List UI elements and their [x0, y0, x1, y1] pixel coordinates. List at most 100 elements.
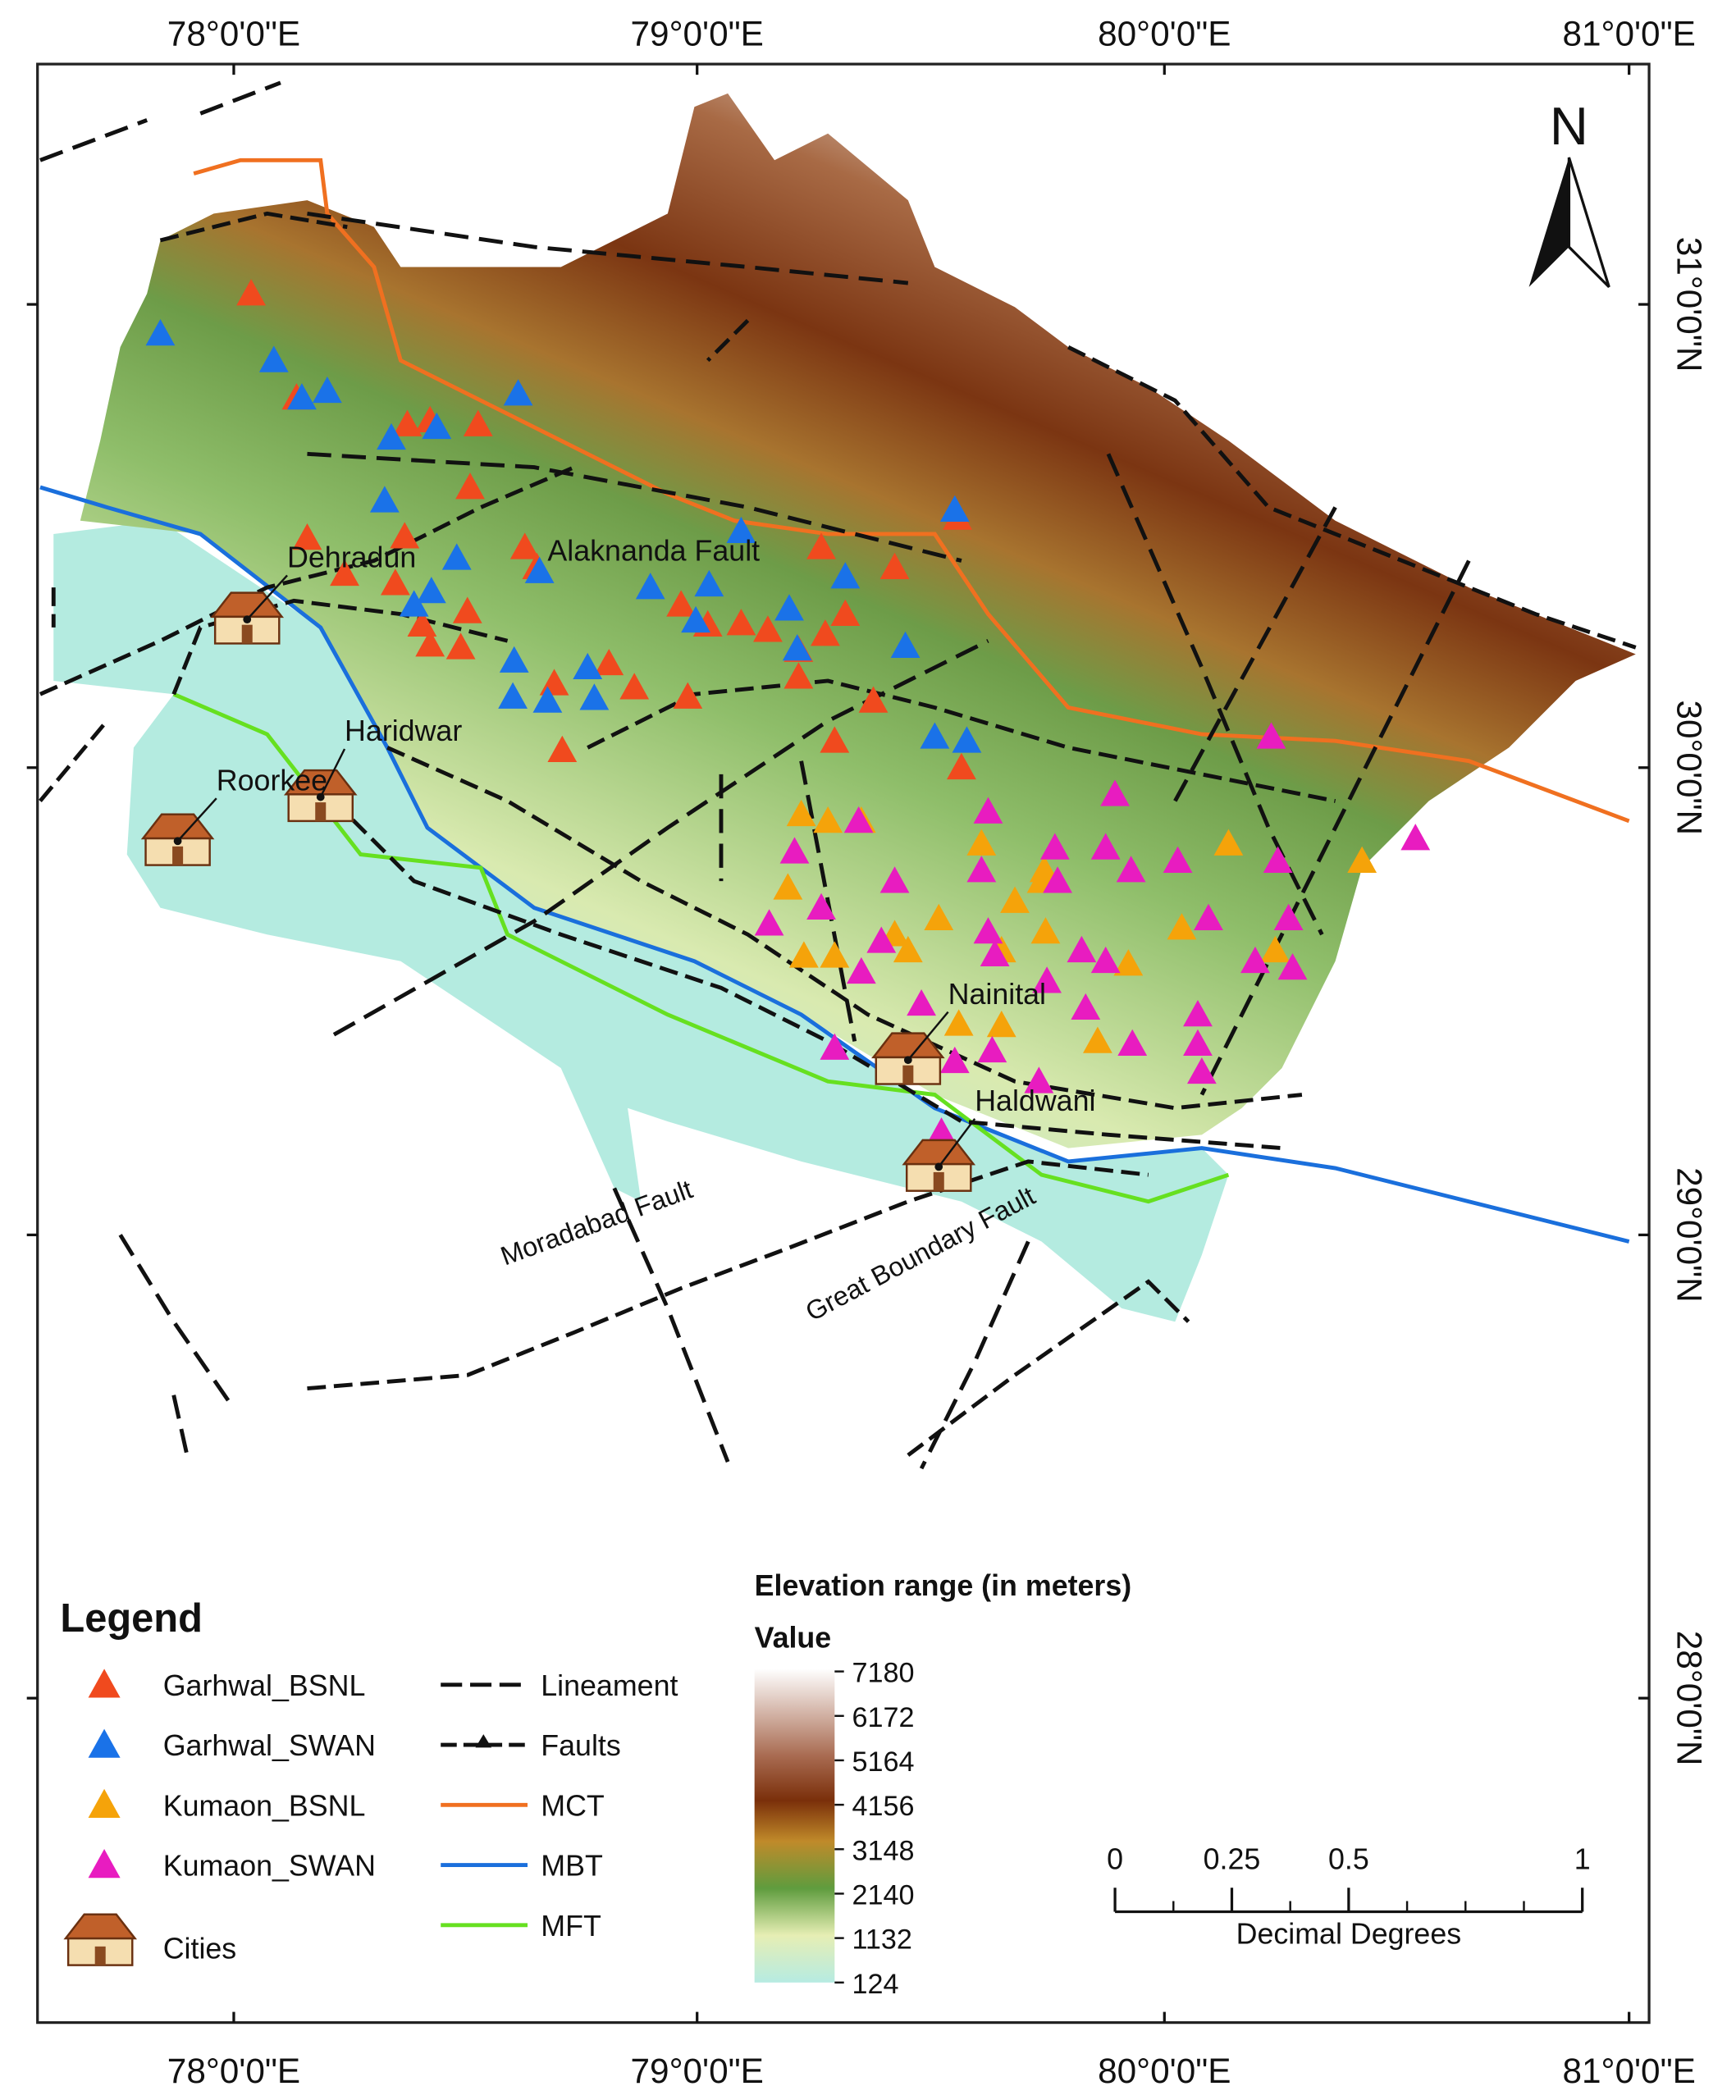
house-door [933, 1171, 944, 1191]
station [1071, 993, 1101, 1020]
mct-line [193, 158, 1630, 824]
station [1039, 833, 1070, 860]
city-label: Roorkee [217, 764, 327, 797]
bottom-label: 79°0'0"E [631, 2052, 764, 2090]
station [806, 892, 836, 920]
station [1117, 1029, 1148, 1056]
legend-line-item: MFT [541, 1910, 601, 1942]
elevation-tick-label: 124 [852, 1969, 898, 2000]
station [330, 559, 359, 587]
right-label: 28°0'0"N [1670, 1631, 1708, 1766]
station [619, 673, 650, 700]
station [820, 726, 850, 753]
station [1240, 946, 1270, 974]
city-label: Haldwani [975, 1084, 1095, 1117]
legend-title: Legend [60, 1596, 203, 1641]
terrain [80, 93, 1636, 1148]
mbt-line [39, 485, 1630, 1244]
legend-city-icon [63, 1913, 138, 1966]
plains [53, 520, 1229, 1322]
station [509, 532, 540, 559]
station [1347, 846, 1377, 874]
station [681, 605, 710, 633]
station [779, 837, 810, 864]
city-label: Nainital [948, 978, 1046, 1011]
station [445, 632, 476, 660]
station [753, 615, 783, 642]
station [88, 1669, 121, 1698]
scale-label: 1 [1574, 1842, 1591, 1875]
bottom-label: 80°0'0"E [1098, 2052, 1231, 2090]
north-arrow-right [1567, 157, 1610, 289]
right-label: 31°0'0"N [1670, 237, 1708, 372]
elevation-tick-label: 1132 [852, 1924, 911, 1956]
stations [145, 279, 1431, 1144]
north-label: N [1550, 96, 1588, 156]
station [783, 662, 814, 689]
station [879, 552, 910, 579]
station [1032, 966, 1062, 993]
station [666, 590, 697, 617]
station [1194, 903, 1223, 931]
station [407, 609, 437, 637]
station [1260, 935, 1291, 963]
city-label: Dehradun [287, 541, 416, 574]
station [890, 631, 921, 659]
legend-line-item: Faults [541, 1729, 620, 1762]
station [1116, 856, 1146, 883]
station [422, 412, 452, 440]
station [1213, 829, 1244, 856]
station [399, 590, 429, 617]
scale-label: 0.25 [1204, 1842, 1261, 1875]
city-dot [934, 1162, 943, 1171]
station [441, 543, 472, 570]
scale-label: 0.5 [1328, 1842, 1369, 1875]
city-leader [938, 1118, 976, 1168]
station [806, 532, 836, 559]
station [1186, 1057, 1217, 1084]
station [392, 409, 423, 436]
station [673, 682, 703, 709]
right-label: 29°0'0"N [1670, 1167, 1708, 1303]
elevation-label: Value [755, 1621, 832, 1654]
elevation-title: Elevation range (in meters) [755, 1569, 1132, 1602]
station [1090, 833, 1121, 860]
station [773, 873, 803, 900]
station [813, 806, 843, 833]
station [532, 686, 563, 713]
station [1183, 999, 1213, 1027]
station [1000, 886, 1030, 913]
station [830, 562, 861, 589]
legend-line-item: Lineament [541, 1669, 678, 1702]
elevation-tick-label: 3148 [852, 1835, 914, 1866]
legend-item: Garhwal_BSNL [163, 1669, 366, 1702]
station [1273, 903, 1304, 931]
station [830, 599, 861, 626]
city-dot [173, 837, 182, 846]
elevation-tick-label: 2140 [852, 1879, 914, 1911]
station [579, 683, 610, 710]
city-label: Haridwar [345, 714, 462, 747]
station [88, 1849, 121, 1879]
right-label: 30°0'0"N [1670, 700, 1708, 835]
elevation-tick-label: 4156 [852, 1791, 914, 1822]
station [1163, 846, 1193, 874]
north-arrow [1528, 157, 1610, 289]
city-dot [316, 792, 325, 801]
station [726, 516, 756, 544]
station [843, 806, 874, 833]
city-dot [903, 1056, 912, 1065]
scale-unit: Decimal Degrees [1236, 1918, 1462, 1951]
station [1113, 949, 1144, 976]
top-label: 78°0'0"E [167, 14, 300, 52]
city-dot [243, 615, 252, 624]
station [1256, 722, 1286, 749]
station [943, 1009, 974, 1036]
station [415, 630, 445, 657]
station [524, 556, 555, 583]
legend-line-item: MBT [541, 1850, 603, 1883]
station [88, 1728, 121, 1758]
station [947, 752, 976, 780]
station [1100, 779, 1130, 806]
station [498, 682, 528, 709]
